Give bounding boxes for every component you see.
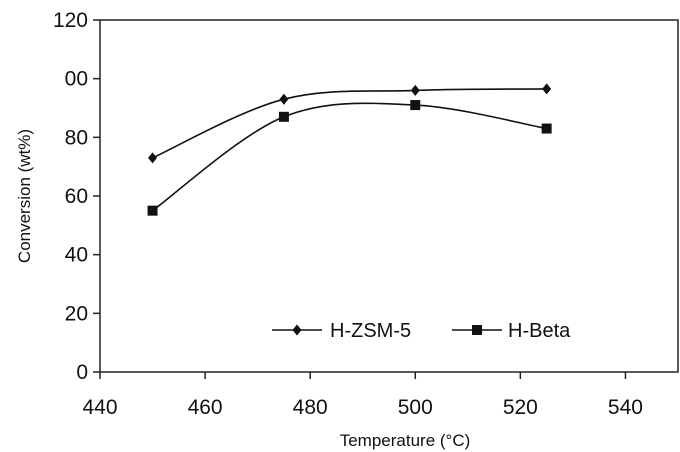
- x-tick-label: 540: [608, 396, 643, 419]
- legend-label: H-Beta: [508, 320, 571, 342]
- legend-item: H-Beta: [452, 320, 571, 342]
- x-tick-label: 480: [293, 396, 328, 419]
- data-point-marker: [542, 83, 552, 95]
- legend: H-ZSM-5 H-Beta: [272, 320, 571, 342]
- data-point-marker: [410, 100, 421, 111]
- y-tick-label: 40: [65, 244, 88, 267]
- data-point-marker: [541, 123, 552, 134]
- series-line: [152, 102, 547, 212]
- y-tick-label: 120: [53, 9, 88, 32]
- y-axis: 0 20 40 60 80 00 120: [53, 9, 100, 384]
- legend-marker: [292, 324, 302, 336]
- data-point-marker: [410, 84, 420, 96]
- legend-item: H-ZSM-5: [272, 320, 411, 342]
- x-axis-label: Temperature (°C): [340, 431, 471, 450]
- series-h-beta: [147, 100, 552, 216]
- y-tick-label: 20: [65, 302, 88, 325]
- x-tick-label: 460: [188, 396, 223, 419]
- data-point-marker: [147, 205, 158, 216]
- legend-label: H-ZSM-5: [330, 320, 411, 342]
- data-point-marker: [148, 152, 158, 164]
- y-tick-label: 0: [76, 361, 88, 384]
- data-point-marker: [278, 111, 289, 122]
- y-axis-label: Conversion (wt%): [15, 129, 34, 263]
- x-tick-label: 520: [503, 396, 538, 419]
- y-tick-label: 80: [65, 126, 88, 149]
- y-tick-label: 00: [65, 68, 88, 91]
- series-layer: [147, 83, 552, 216]
- x-tick-label: 440: [82, 396, 117, 419]
- y-tick-label: 60: [65, 185, 88, 208]
- series-line: [152, 88, 547, 159]
- series-h-zsm-5: [148, 83, 552, 164]
- data-point-marker: [279, 93, 289, 105]
- x-axis: 440 460 480 500 520 540: [82, 372, 643, 419]
- legend-marker: [472, 325, 482, 335]
- x-tick-label: 500: [398, 396, 433, 419]
